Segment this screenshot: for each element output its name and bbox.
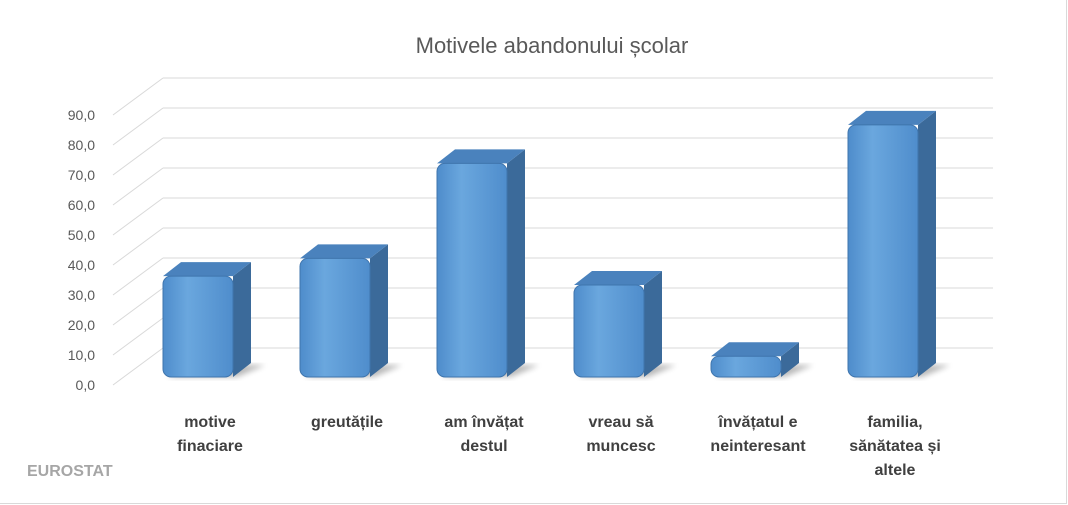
category-label: familia, sănătatea și altele bbox=[849, 414, 941, 479]
x-axis-categories: motive finaciare greutățile am învățat destu… bbox=[177, 414, 941, 479]
y-tick-label: 40,0 bbox=[68, 257, 95, 273]
category-label: învățatul e neinteresant bbox=[710, 414, 806, 455]
category-label: vreau să muncesc bbox=[586, 414, 655, 455]
y-tick-label: 60,0 bbox=[68, 197, 95, 213]
y-tick-label: 70,0 bbox=[68, 167, 95, 183]
source-label: EUROSTAT bbox=[27, 463, 113, 480]
chart-title: Motivele abandonului școlar bbox=[416, 33, 689, 58]
y-axis-ticks: 0,0 10,0 20,0 30,0 40,0 50,0 60,0 70,0 80,0 90,0 bbox=[68, 107, 95, 393]
y-tick-label: 50,0 bbox=[68, 227, 95, 243]
y-tick-label: 0,0 bbox=[76, 377, 96, 393]
y-tick-label: 10,0 bbox=[68, 347, 95, 363]
y-tick-label: 30,0 bbox=[68, 287, 95, 303]
y-tick-label: 20,0 bbox=[68, 317, 95, 333]
bar bbox=[573, 271, 676, 378]
bar bbox=[162, 262, 265, 378]
bar bbox=[299, 244, 402, 378]
bar bbox=[847, 110, 950, 378]
bar bbox=[436, 149, 539, 378]
category-label: motive finaciare bbox=[177, 414, 243, 455]
gridline bbox=[112, 107, 993, 146]
category-label: am învățat destul bbox=[444, 414, 524, 455]
bars bbox=[162, 110, 950, 378]
y-tick-label: 90,0 bbox=[68, 107, 95, 123]
category-label: greutățile bbox=[311, 414, 383, 431]
gridline bbox=[112, 77, 993, 116]
y-tick-label: 80,0 bbox=[68, 137, 95, 153]
bar bbox=[710, 342, 813, 378]
